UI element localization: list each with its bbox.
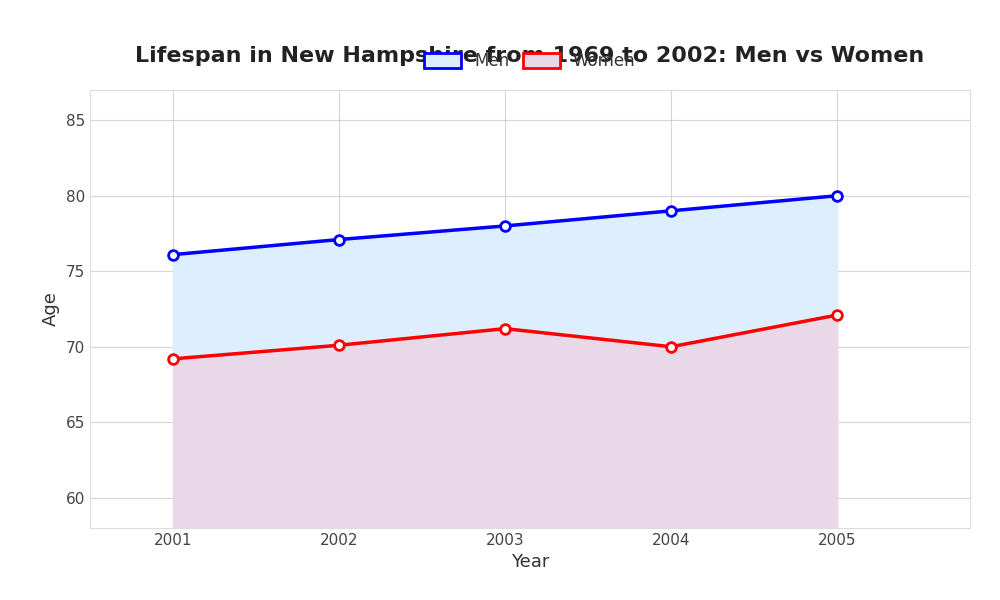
- Legend: Men, Women: Men, Women: [418, 46, 642, 77]
- Title: Lifespan in New Hampshire from 1969 to 2002: Men vs Women: Lifespan in New Hampshire from 1969 to 2…: [135, 46, 925, 66]
- X-axis label: Year: Year: [511, 553, 549, 571]
- Y-axis label: Age: Age: [42, 292, 60, 326]
